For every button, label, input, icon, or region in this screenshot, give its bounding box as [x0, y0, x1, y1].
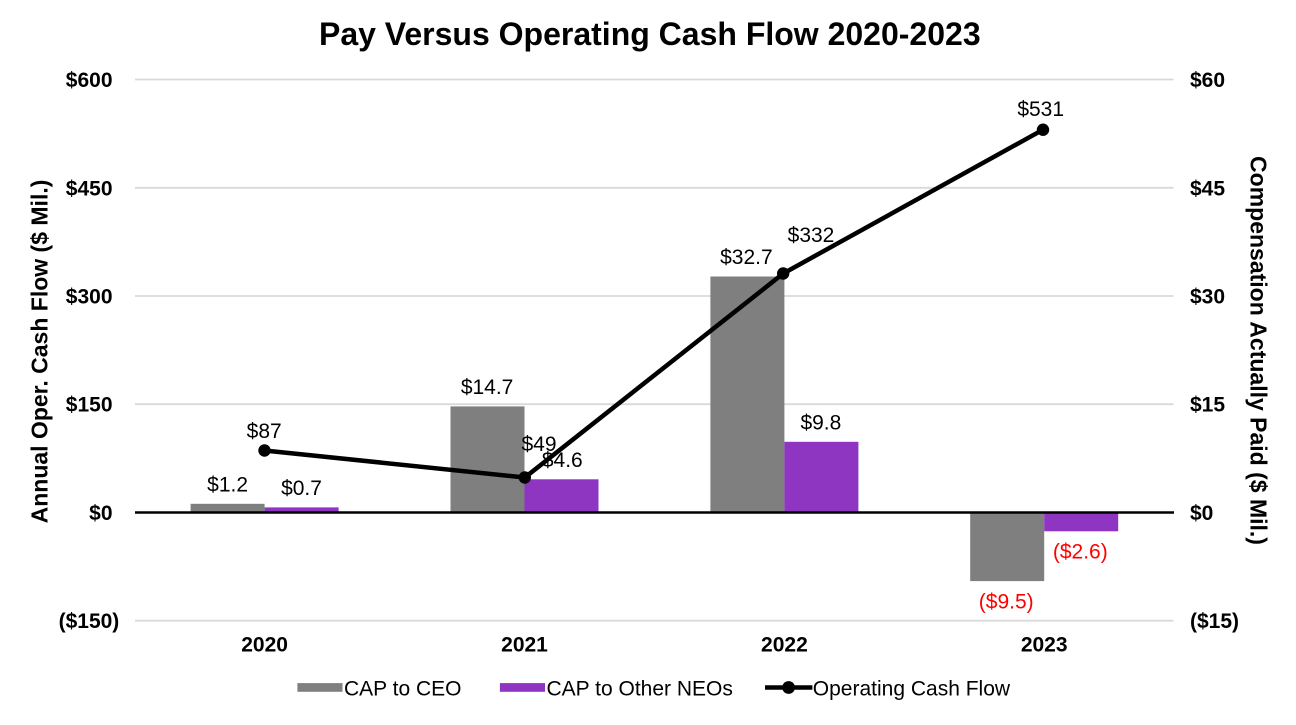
svg-text:2022: 2022	[761, 634, 808, 657]
svg-text:2023: 2023	[1021, 634, 1068, 657]
svg-text:$300: $300	[66, 286, 113, 309]
svg-text:$32.7: $32.7	[720, 246, 773, 269]
svg-text:$0: $0	[89, 502, 112, 525]
svg-text:Compensation Actually Paid ($: Compensation Actually Paid ($ Mil.)	[1246, 156, 1272, 545]
svg-text:CAP to Other NEOs: CAP to Other NEOs	[547, 677, 733, 700]
svg-text:$60: $60	[1190, 69, 1225, 92]
svg-text:$14.7: $14.7	[461, 376, 514, 399]
svg-text:($15): ($15)	[1190, 610, 1239, 633]
svg-text:Pay Versus Operating Cash Flow: Pay Versus Operating Cash Flow 2020-2023	[319, 16, 981, 52]
svg-text:$0: $0	[1190, 502, 1213, 525]
svg-text:$15: $15	[1190, 394, 1225, 417]
svg-text:$450: $450	[66, 177, 113, 200]
svg-text:($9.5): ($9.5)	[979, 590, 1034, 613]
svg-text:$4.6: $4.6	[542, 449, 583, 472]
svg-text:Operating Cash Flow: Operating Cash Flow	[813, 677, 1011, 700]
svg-text:$600: $600	[66, 69, 113, 92]
svg-text:$1.2: $1.2	[207, 473, 248, 496]
svg-text:$87: $87	[247, 420, 282, 443]
svg-text:2020: 2020	[241, 634, 288, 657]
svg-text:$9.8: $9.8	[800, 411, 841, 434]
svg-text:2021: 2021	[501, 634, 548, 657]
svg-text:$0.7: $0.7	[281, 477, 322, 500]
svg-text:($2.6): ($2.6)	[1053, 541, 1108, 564]
svg-text:$150: $150	[66, 394, 113, 417]
svg-text:$45: $45	[1190, 177, 1225, 200]
svg-text:$30: $30	[1190, 286, 1225, 309]
svg-text:Annual Oper. Cash Flow ($ Mil.: Annual Oper. Cash Flow ($ Mil.)	[26, 180, 52, 524]
svg-text:($150): ($150)	[59, 610, 120, 633]
svg-text:CAP to CEO: CAP to CEO	[344, 677, 462, 700]
svg-text:$332: $332	[788, 224, 835, 247]
svg-text:$49: $49	[521, 433, 556, 456]
svg-text:$531: $531	[1017, 98, 1064, 121]
